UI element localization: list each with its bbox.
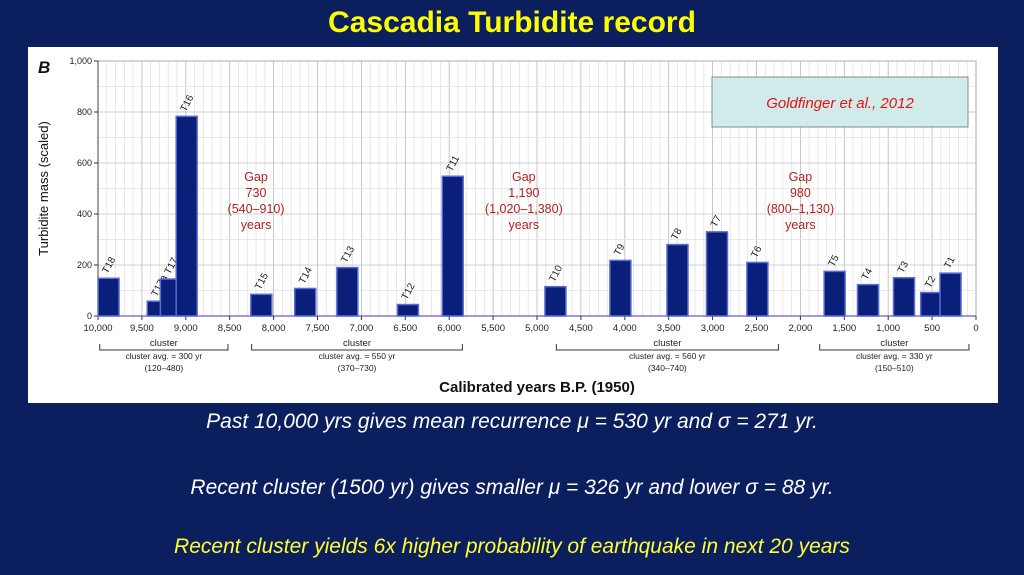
bar: [705, 231, 729, 317]
gap-label: 730: [246, 186, 267, 200]
slide-title: Cascadia Turbidite record: [328, 6, 696, 39]
x-tick-label: 6,000: [437, 323, 461, 334]
cluster-range: (150–510): [875, 363, 914, 373]
bar: [175, 115, 198, 317]
gap-label: 1,190: [508, 186, 539, 200]
gap-label: years: [509, 218, 540, 232]
cluster-avg: cluster avg. = 330 yr: [856, 351, 933, 361]
gap-label: (1,020–1,380): [485, 202, 563, 216]
chart-panel: 0 200 400 600 800 1,000 10,000 9,500 9,000 8,500 8…: [28, 47, 998, 403]
cluster-range: (370–730): [338, 363, 377, 373]
cluster-range: (120–480): [144, 363, 183, 373]
x-axis-title: Calibrated years B.P. (1950): [439, 379, 635, 396]
bar: [939, 272, 962, 317]
x-tick-label: 7,000: [350, 323, 374, 334]
cluster-bracket: [251, 344, 463, 351]
gap-label: Gap: [512, 170, 536, 184]
x-tick-label: 500: [924, 323, 940, 334]
turbidite-chart: 0 200 400 600 800 1,000 10,000 9,500 9,000 8,500 8…: [36, 56, 979, 396]
x-tick-label: 8,500: [218, 323, 242, 334]
bar: [666, 243, 689, 317]
y-tick-label: 1,000: [69, 56, 92, 66]
cluster-label: cluster: [343, 338, 371, 349]
x-tick-label: 6,500: [393, 323, 417, 334]
cluster-avg: cluster avg. = 560 yr: [629, 351, 706, 361]
bar-label: T1: [942, 255, 957, 271]
bar: [823, 270, 846, 317]
x-tick-label: 3,000: [701, 323, 725, 334]
summary-line-2: Recent cluster (1500 yr) gives smaller μ…: [190, 476, 834, 499]
bar: [336, 266, 359, 317]
x-tick-label: 1,500: [832, 323, 856, 334]
y-tick-label: 400: [77, 209, 92, 219]
x-tick-label: 10,000: [83, 323, 112, 334]
x-tick-label: 2,500: [745, 323, 769, 334]
gap-label: years: [785, 218, 816, 232]
y-tick-label: 0: [87, 311, 92, 321]
x-tick-label: 4,500: [569, 323, 593, 334]
x-tick-label: 3,500: [657, 323, 681, 334]
bar: [396, 303, 420, 317]
x-tick-label: 8,000: [262, 323, 286, 334]
gap-label: Gap: [244, 170, 268, 184]
y-axis-title: Turbidite mass (scaled): [36, 121, 51, 256]
bar: [892, 277, 916, 317]
cluster-avg: cluster avg. = 300 yr: [125, 351, 202, 361]
gap-label: (800–1,130): [767, 202, 834, 216]
panel-label: B: [38, 58, 50, 77]
cluster-label: cluster: [150, 338, 178, 349]
bar: [97, 277, 120, 317]
bar: [544, 285, 567, 317]
bar: [293, 287, 317, 317]
x-tick-label: 4,000: [613, 323, 637, 334]
bar-label: T3: [896, 259, 911, 275]
bar: [919, 291, 943, 317]
x-tick-label: 2,000: [789, 323, 813, 334]
citation-box: [711, 76, 969, 128]
x-tick-label: 1,000: [876, 323, 900, 334]
x-tick-label: 7,500: [306, 323, 330, 334]
cluster-avg: cluster avg. = 550 yr: [319, 351, 396, 361]
citation-text: Goldfinger et al., 2012: [766, 95, 914, 112]
x-tick-label: 9,500: [130, 323, 154, 334]
summary-line-1: Past 10,000 yrs gives mean recurrence μ …: [206, 410, 818, 433]
bar-label: T5: [827, 253, 842, 269]
gap-label: 980: [790, 186, 811, 200]
bar-label: T8: [669, 226, 684, 242]
gap-label: Gap: [789, 170, 813, 184]
bar: [250, 293, 273, 317]
bar: [609, 259, 632, 317]
cluster-bracket: [99, 344, 229, 351]
cluster-bracket: [555, 344, 779, 351]
bar-label: T2: [923, 274, 938, 290]
summary-line-3: Recent cluster yields 6x higher probabil…: [174, 535, 850, 558]
x-tick-label: 9,000: [174, 323, 198, 334]
y-tick-label: 800: [77, 107, 92, 117]
bar: [746, 261, 769, 317]
bar-label: T4: [860, 266, 875, 282]
cluster-range: (340–740): [648, 363, 687, 373]
y-tick-label: 600: [77, 158, 92, 168]
cluster-label: cluster: [880, 338, 908, 349]
gap-label: (540–910): [228, 202, 285, 216]
gap-label: years: [241, 218, 272, 232]
bar-label: T9: [612, 242, 627, 258]
cluster-bracket: [819, 344, 970, 351]
cluster-label: cluster: [653, 338, 681, 349]
y-tick-label: 200: [77, 260, 92, 270]
x-tick-label: 0: [973, 323, 978, 334]
x-tick-label: 5,000: [525, 323, 549, 334]
bar: [856, 283, 880, 317]
bar-label: T6: [749, 244, 764, 260]
bar: [441, 175, 464, 317]
x-tick-label: 5,500: [481, 323, 505, 334]
bar-label: T7: [709, 213, 724, 229]
